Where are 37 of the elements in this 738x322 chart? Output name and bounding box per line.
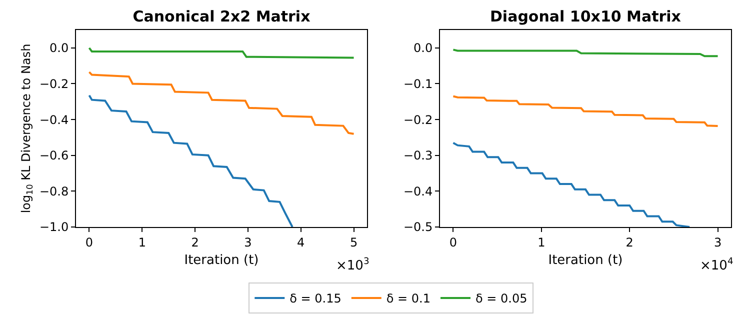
line-series (88, 71, 355, 135)
x-tick-label: 1 (138, 235, 146, 250)
y-tick-label: −0.2 (39, 76, 69, 91)
line-series (452, 142, 691, 227)
y-tick-label: 0.0 (50, 41, 69, 56)
line-series (452, 95, 719, 127)
line-series (88, 94, 294, 227)
y-tick-label: −0.4 (403, 184, 433, 198)
x-tick-label: 3 (714, 235, 722, 250)
y-tick-label: −0.1 (403, 76, 433, 91)
legend-label: δ = 0.1 (386, 292, 430, 306)
y-tick-label: 0.0 (414, 41, 433, 56)
y-tick-label: −0.3 (403, 148, 433, 163)
x-tick-label: 4 (297, 235, 305, 250)
x-tick-label: 0 (449, 235, 458, 250)
text: ×10$^{3}$ (336, 257, 370, 274)
line-series (452, 48, 719, 58)
text: ×10$^{4}$ (700, 257, 734, 274)
y-tick-label: −0.2 (403, 112, 433, 127)
chart-title: Diagonal 10x10 Matrix (490, 7, 682, 26)
y-tick-label: −1.0 (39, 220, 69, 234)
x-axis-title: Iteration (t) (184, 253, 259, 268)
x-tick-label: 1 (538, 235, 546, 250)
x-tick-label: 2 (626, 235, 634, 250)
x-tick-label: 3 (244, 235, 252, 250)
x-tick-label: 5 (350, 235, 358, 250)
y-tick-label: −0.4 (39, 112, 69, 127)
x-axis-title: Iteration (t) (548, 253, 623, 268)
y-tick-label: −0.8 (39, 184, 69, 198)
y-tick-label: −0.6 (39, 148, 69, 163)
legend-label: δ = 0.15 (290, 292, 342, 306)
x-tick-label: 2 (191, 235, 199, 250)
x-tick-label: 0 (85, 235, 94, 250)
y-tick-label: −0.5 (403, 220, 433, 234)
chart-title: Canonical 2x2 Matrix (132, 7, 311, 26)
line-series (88, 46, 355, 59)
legend-label: δ = 0.05 (476, 292, 528, 306)
